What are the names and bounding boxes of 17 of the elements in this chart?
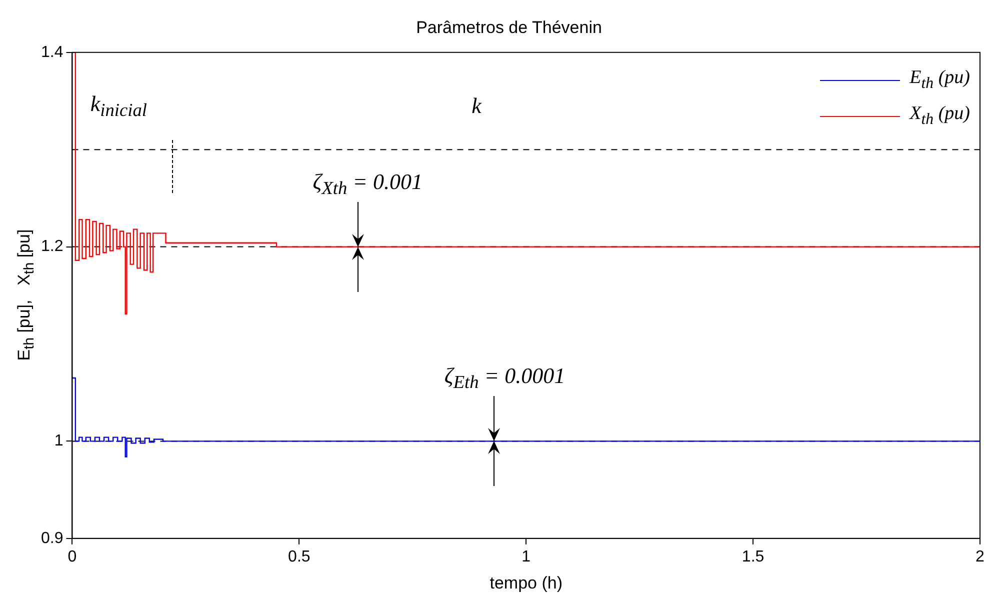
x-axis-title: tempo (h)	[490, 573, 562, 592]
x-tick-label: 0	[68, 548, 77, 566]
legend-label: X$_{th}$ (pu)	[910, 103, 970, 130]
y-tick-label: 1	[54, 432, 64, 450]
legend-label: E$_{th}$ (pu)	[910, 67, 970, 94]
annotation: ζ$_{Eth}$ = 0.0001	[444, 362, 566, 394]
annotation: ζ$_{Xth}$ = 0.001	[312, 168, 423, 199]
x-tick-label: 1.5	[742, 548, 764, 566]
x-tick-label: 0.5	[288, 548, 310, 566]
annotation: k	[472, 92, 482, 119]
annotation: k$_{inicial}$	[90, 90, 147, 122]
x-tick-label: 1	[522, 548, 531, 566]
x-tick-label: 2	[976, 548, 985, 566]
y-tick-label: 1.4	[40, 44, 64, 61]
y-tick-label: 0.9	[40, 530, 64, 547]
chart-title: Parâmetros de Thévenin	[416, 18, 602, 37]
y-tick-label: 1.2	[40, 238, 64, 256]
